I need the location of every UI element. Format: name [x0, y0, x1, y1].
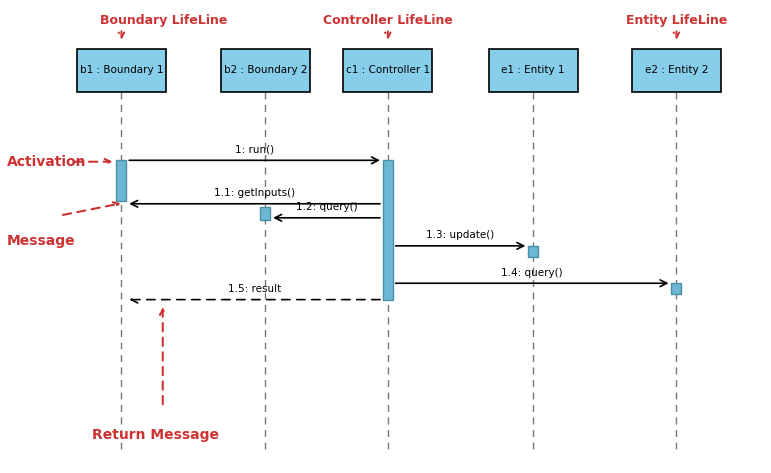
- Text: Activation: Activation: [7, 155, 86, 169]
- Text: Controller LifeLine: Controller LifeLine: [323, 15, 453, 27]
- Text: Entity LifeLine: Entity LifeLine: [626, 15, 727, 27]
- FancyBboxPatch shape: [489, 49, 577, 92]
- Text: 1.5: result: 1.5: result: [228, 284, 281, 294]
- Text: e1 : Entity 1: e1 : Entity 1: [501, 65, 565, 75]
- FancyBboxPatch shape: [343, 49, 433, 92]
- FancyBboxPatch shape: [116, 160, 126, 201]
- Text: Message: Message: [7, 234, 76, 248]
- Text: Boundary LifeLine: Boundary LifeLine: [99, 15, 227, 27]
- Text: c1 : Controller 1: c1 : Controller 1: [345, 65, 430, 75]
- Text: Return Message: Return Message: [93, 428, 220, 442]
- Text: 1.3: update(): 1.3: update(): [426, 230, 495, 240]
- Text: 1.2: query(): 1.2: query(): [296, 202, 358, 212]
- Text: b2 : Boundary 2: b2 : Boundary 2: [224, 65, 307, 75]
- Text: b1 : Boundary 1: b1 : Boundary 1: [79, 65, 163, 75]
- Text: 1: run(): 1: run(): [235, 145, 274, 155]
- FancyBboxPatch shape: [77, 49, 166, 92]
- FancyBboxPatch shape: [383, 160, 392, 299]
- Text: 1.1: getInputs(): 1.1: getInputs(): [214, 188, 295, 198]
- FancyBboxPatch shape: [528, 246, 538, 257]
- FancyBboxPatch shape: [221, 49, 310, 92]
- Text: 1.4: query(): 1.4: query(): [501, 268, 563, 278]
- FancyBboxPatch shape: [672, 283, 682, 294]
- FancyBboxPatch shape: [261, 207, 271, 219]
- FancyBboxPatch shape: [632, 49, 721, 92]
- Text: e2 : Entity 2: e2 : Entity 2: [645, 65, 708, 75]
